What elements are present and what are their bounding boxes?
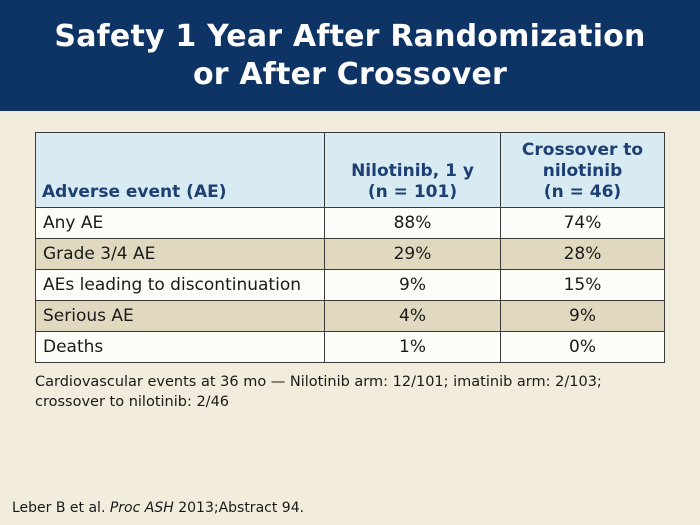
cardiovascular-footnote: Cardiovascular events at 36 mo — Nilotin…: [35, 374, 602, 410]
header-crossover: Crossover to nilotinib (n = 46): [500, 132, 665, 208]
title-bar: Safety 1 Year After Randomization or Aft…: [0, 0, 700, 111]
header-crossover-line-2: nilotinib: [542, 161, 623, 181]
cell-event: Grade 3/4 AE: [35, 238, 325, 270]
citation: Leber B et al. Proc ASH 2013;Abstract 94…: [12, 500, 304, 516]
slide-title-line-1: Safety 1 Year After Randomization: [54, 18, 646, 54]
header-nilotinib: Nilotinib, 1 y (n = 101): [324, 132, 501, 208]
cell-crossover: 9%: [500, 300, 665, 332]
header-nilotinib-line-1: Nilotinib, 1 y: [351, 161, 474, 181]
cell-nilotinib: 1%: [324, 331, 501, 363]
table-header-row: Adverse event (AE) Nilotinib, 1 y (n = 1…: [35, 132, 665, 208]
table-row: AEs leading to discontinuation 9% 15%: [35, 269, 665, 301]
citation-authors: Leber B et al.: [12, 500, 106, 516]
cell-event: Serious AE: [35, 300, 325, 332]
header-crossover-line-1: Crossover to: [521, 140, 644, 160]
table-row: Grade 3/4 AE 29% 28%: [35, 238, 665, 270]
adverse-events-table: Adverse event (AE) Nilotinib, 1 y (n = 1…: [35, 132, 665, 363]
header-adverse-event: Adverse event (AE): [35, 132, 325, 208]
cell-event: Any AE: [35, 207, 325, 239]
cell-crossover: 0%: [500, 331, 665, 363]
citation-details: 2013;Abstract 94.: [178, 500, 305, 516]
header-crossover-line-3: (n = 46): [543, 182, 622, 202]
cell-nilotinib: 88%: [324, 207, 501, 239]
cell-nilotinib: 9%: [324, 269, 501, 301]
slide-title: Safety 1 Year After Randomization or Aft…: [54, 18, 645, 94]
cell-event: Deaths: [35, 331, 325, 363]
header-nilotinib-line-2: (n = 101): [367, 182, 458, 202]
cell-crossover: 74%: [500, 207, 665, 239]
cell-event: AEs leading to discontinuation: [35, 269, 325, 301]
header-adverse-event-label: Adverse event (AE): [42, 182, 227, 202]
cell-nilotinib: 29%: [324, 238, 501, 270]
cell-nilotinib: 4%: [324, 300, 501, 332]
slide-title-line-2: or After Crossover: [192, 56, 508, 92]
table-row: Deaths 1% 0%: [35, 331, 665, 363]
table-row: Serious AE 4% 9%: [35, 300, 665, 332]
table-row: Any AE 88% 74%: [35, 207, 665, 239]
cell-crossover: 28%: [500, 238, 665, 270]
cell-crossover: 15%: [500, 269, 665, 301]
citation-journal: Proc ASH: [109, 500, 174, 516]
